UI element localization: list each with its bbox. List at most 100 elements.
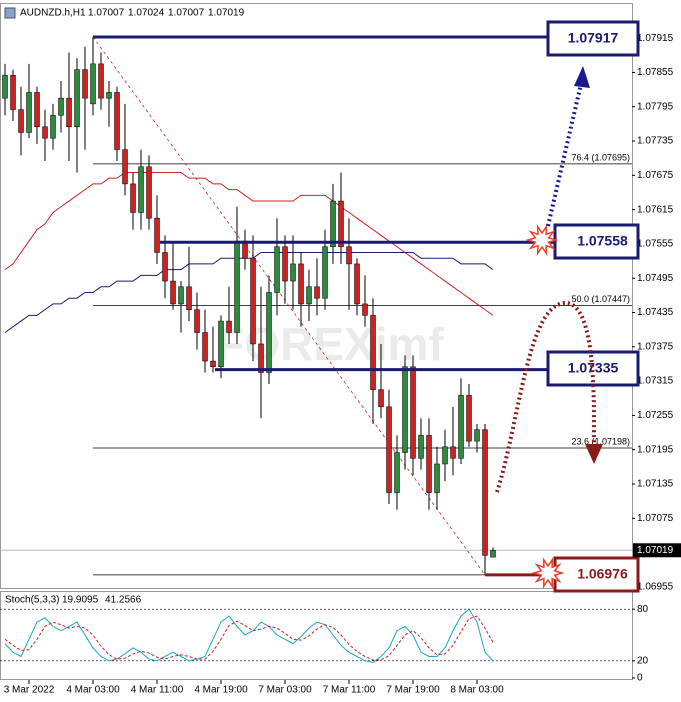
x-tick-label: 7 Mar 03:00: [258, 685, 312, 696]
stoch-value: 19.9095: [62, 595, 99, 606]
candle-body: [434, 463, 440, 493]
y-tick-label: 1.07555: [637, 239, 674, 250]
candle-body: [34, 92, 40, 127]
moving-average: [4, 171, 494, 316]
candle-body: [106, 92, 112, 99]
candle-body: [298, 263, 304, 305]
candle-body: [82, 69, 88, 99]
arrow-up: [546, 83, 583, 227]
candle-body: [202, 332, 208, 362]
candle-body: [458, 395, 464, 459]
candle-body: [226, 320, 232, 333]
candle-body: [58, 97, 64, 116]
candle-body: [450, 446, 456, 459]
stoch-tick-label: 80: [637, 604, 649, 615]
candle-body: [170, 280, 176, 305]
candle-body: [98, 63, 104, 99]
x-tick-label: 4 Mar 11:00: [131, 685, 184, 696]
candle-body: [490, 550, 496, 558]
fib-label: 50.0 (1.07447): [571, 294, 630, 304]
candle-body: [130, 183, 136, 213]
candle-body: [114, 92, 120, 150]
candle-body: [250, 257, 256, 345]
candle-body: [410, 366, 416, 459]
y-tick-label: 1.07795: [637, 101, 674, 112]
level-label: 1.07335: [568, 360, 619, 376]
candle-body: [186, 286, 192, 310]
quote: 1.07019: [208, 8, 245, 19]
quote: 1.07024: [128, 8, 165, 19]
level-box: [553, 223, 640, 260]
candle-body: [370, 315, 376, 390]
y-tick-label: 1.07915: [637, 33, 674, 44]
candle-body: [18, 109, 24, 133]
level-box: [546, 20, 640, 57]
stoch-tick-label: 0: [637, 673, 643, 684]
candle-body: [442, 446, 448, 465]
y-tick-label: 1.07675: [637, 170, 674, 181]
y-tick-label: 1.07855: [637, 67, 674, 78]
x-tick-label: 7 Mar 19:00: [386, 685, 440, 696]
candle-body: [306, 286, 312, 305]
stoch-tick-label: 20: [637, 655, 649, 666]
candle-body: [466, 395, 472, 442]
level-box: [553, 556, 640, 593]
y-tick-label: 1.07435: [637, 307, 674, 318]
candle-body: [314, 286, 320, 299]
candle-body: [418, 435, 424, 459]
candle-body: [50, 115, 56, 139]
candle-body: [178, 286, 184, 305]
y-tick-label: 1.07735: [637, 136, 674, 147]
level-box: [546, 350, 640, 387]
candle-body: [386, 406, 392, 493]
candle-body: [146, 166, 152, 219]
candle-body: [210, 360, 216, 368]
x-tick-label: 3 Mar 2022: [4, 685, 55, 696]
candle-body: [90, 63, 96, 105]
candle-body: [42, 126, 48, 139]
y-tick-label: 1.07255: [637, 410, 674, 421]
stoch-value: 41.2566: [105, 595, 142, 606]
candle-body: [426, 435, 432, 493]
stoch-frame: [0, 591, 633, 680]
x-tick-label: 4 Mar 19:00: [194, 685, 248, 696]
y-tick-label: 1.07495: [637, 273, 674, 284]
arrow-head: [574, 66, 590, 88]
x-tick-label: 8 Mar 03:00: [450, 685, 504, 696]
y-tick-label: 1.07135: [637, 479, 674, 490]
candle-body: [138, 166, 144, 213]
candle-body: [66, 97, 72, 127]
level-label: 1.07558: [577, 233, 628, 249]
candle-body: [258, 343, 264, 373]
candle-body: [122, 149, 128, 185]
y-tick-label: 1.06955: [637, 581, 674, 592]
candle-body: [26, 92, 32, 133]
fib-label: 76.4 (1.07695): [571, 152, 630, 162]
stoch-line: [4, 608, 494, 664]
candle-body: [162, 252, 168, 282]
candle-body: [338, 200, 344, 248]
quote: 1.07007: [168, 8, 205, 19]
y-tick-label: 1.07615: [637, 204, 674, 215]
stoch-title: Stoch(5,3,3): [5, 595, 59, 606]
candle-body: [266, 292, 272, 373]
candle-body: [322, 246, 328, 299]
level-label: 1.06976: [577, 566, 628, 582]
candle-body: [194, 309, 200, 333]
y-tick-label: 1.07195: [637, 444, 674, 455]
stoch-line: [4, 615, 494, 661]
candle-body: [234, 240, 240, 333]
quote: 1.07007: [88, 8, 125, 19]
fib-label: 23.6 (1.07198): [571, 436, 630, 446]
current-price-box: [633, 543, 681, 558]
candle-body: [154, 217, 160, 253]
candle-body: [74, 69, 80, 127]
candle-body: [402, 366, 408, 453]
y-tick-label: 1.07375: [637, 341, 674, 352]
level-label: 1.07917: [568, 30, 619, 46]
x-tick-label: 4 Mar 03:00: [66, 685, 120, 696]
starburst: [525, 224, 559, 256]
candle-body: [378, 389, 384, 408]
candle-body: [346, 246, 352, 265]
